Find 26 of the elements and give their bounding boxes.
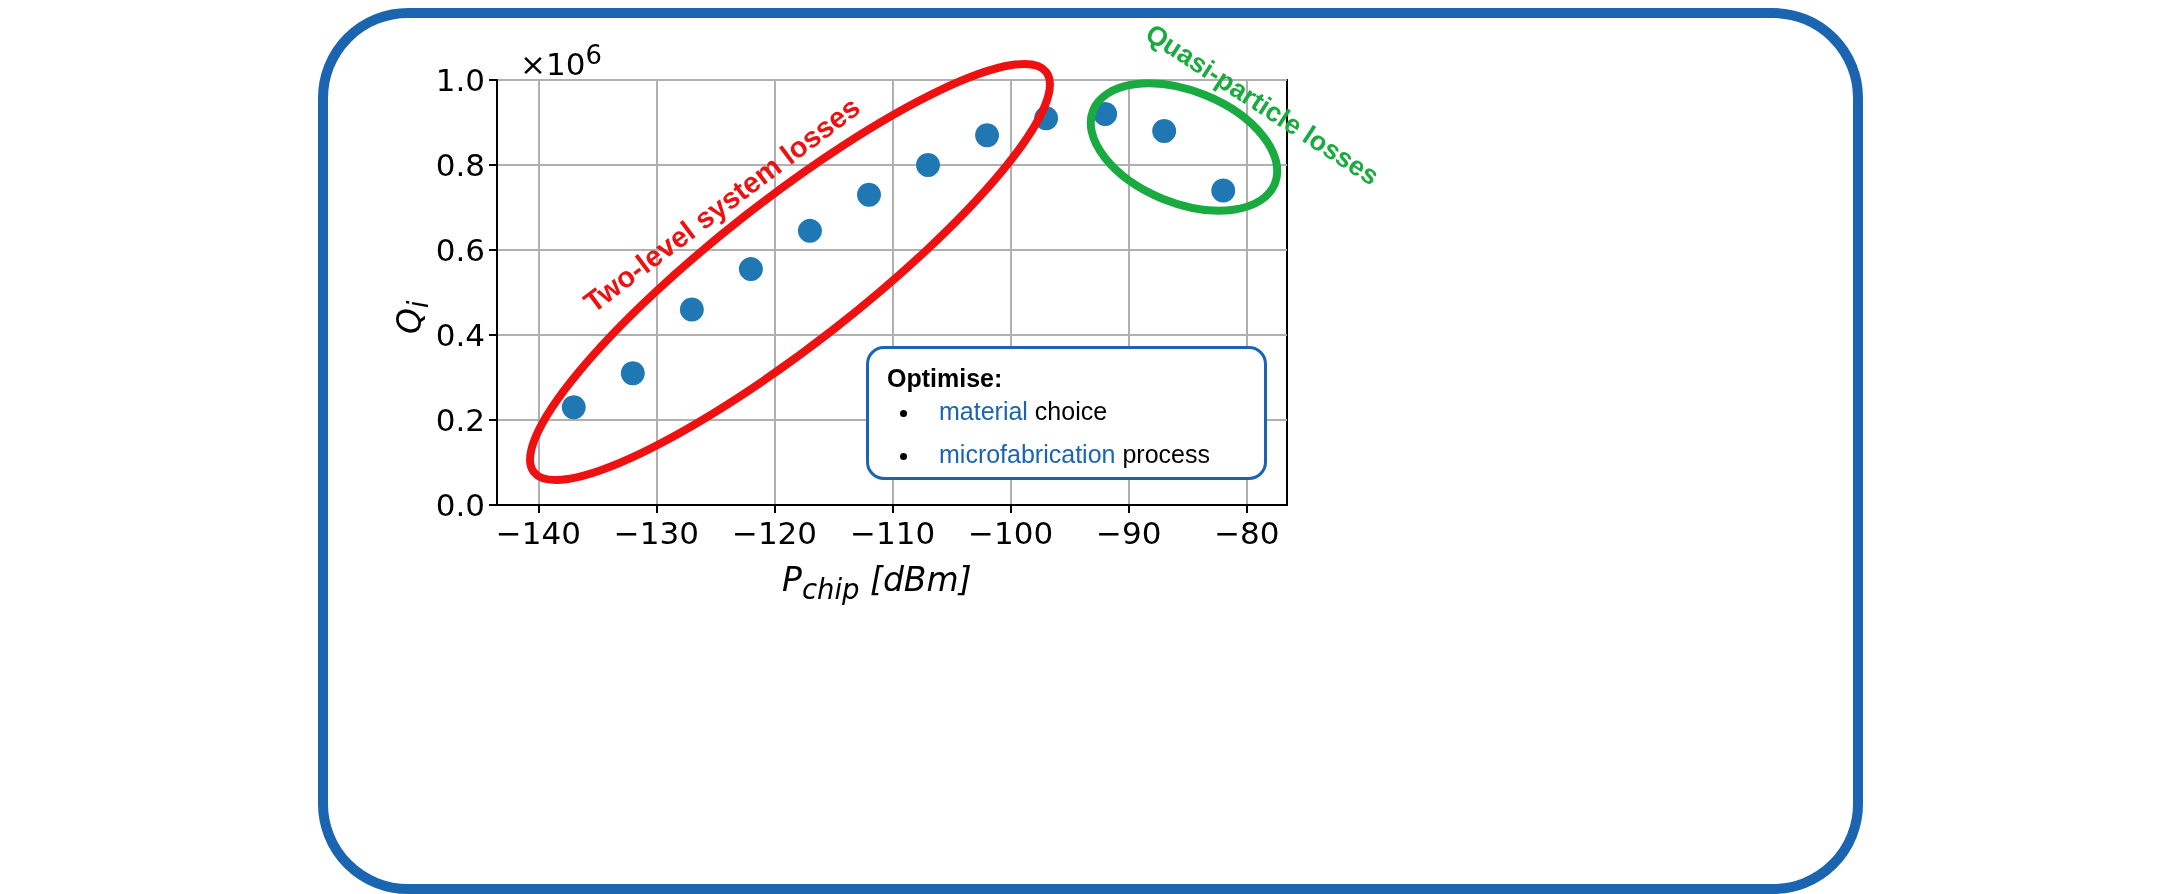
point bbox=[561, 395, 586, 420]
y-tick-label: 0.2 bbox=[435, 402, 485, 438]
point bbox=[620, 361, 645, 386]
x-tick-label: −120 bbox=[731, 514, 818, 551]
point bbox=[738, 257, 763, 282]
point bbox=[916, 153, 941, 177]
y-tick-label: 0.0 bbox=[435, 487, 485, 523]
y-tick-label: 0.8 bbox=[435, 147, 485, 183]
x-tick-label: −110 bbox=[850, 514, 936, 551]
annotation: microfabrication process bbox=[939, 440, 1210, 468]
x-tick-label: −130 bbox=[613, 514, 699, 551]
x-axis-title: P$_{chip}$ [dBm] bbox=[782, 560, 972, 605]
y-tick-label: 1.0 bbox=[435, 62, 485, 98]
point bbox=[857, 182, 881, 207]
x-tick-label: −80 bbox=[1214, 514, 1280, 551]
y-tick-label: 0.4 bbox=[435, 317, 485, 353]
annotation: ×10$^{6}$ bbox=[520, 40, 602, 83]
annotation: Optimise: bbox=[887, 364, 1003, 393]
point bbox=[975, 123, 1000, 148]
x-tick-label: −100 bbox=[968, 514, 1054, 551]
point bbox=[1211, 178, 1236, 203]
x-tick-label: −90 bbox=[1096, 514, 1162, 551]
annotation: material choice bbox=[939, 397, 1108, 425]
y-tick-label: 0.6 bbox=[435, 232, 485, 268]
x-tick-label: −140 bbox=[495, 514, 581, 551]
point bbox=[797, 218, 822, 243]
